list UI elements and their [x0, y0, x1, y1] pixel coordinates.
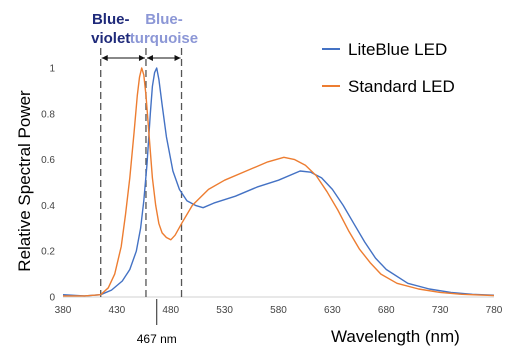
x-tick-label: 580: [270, 305, 287, 316]
band-label-line2: violet: [91, 30, 130, 47]
band-label-line1: Blue-: [145, 11, 183, 28]
x-tick-label: 630: [324, 305, 341, 316]
y-tick-label: 0.4: [41, 201, 55, 212]
band-arrowhead-left: [101, 55, 108, 61]
y-tick-label: 0.2: [41, 247, 55, 258]
series-layer: [62, 67, 495, 297]
y-axis-ticks: 0 0.2 0.4 0.6 0.8 1: [41, 64, 55, 304]
x-tick-label: 730: [432, 305, 449, 316]
band-label-line2: turquoise: [130, 30, 198, 47]
band-arrowhead-right: [174, 55, 181, 61]
band-arrowhead-left: [146, 55, 153, 61]
legend-label-liteblue: LiteBlue LED: [348, 40, 447, 59]
marker-annotation: 467 nm: [137, 299, 177, 346]
series-line-liteblue: [62, 67, 495, 297]
x-tick-label: 430: [109, 305, 126, 316]
x-axis-label: Wavelength (nm): [331, 327, 460, 346]
x-tick-label: 680: [378, 305, 395, 316]
y-axis-label: Relative Spectral Power: [15, 90, 34, 272]
x-axis-ticks: 380 430 480 530 580 630 680 730 780: [55, 305, 503, 316]
band-annotations: Blue-violet Blue-turquoise: [91, 11, 198, 297]
y-tick-label: 0.6: [41, 155, 55, 166]
x-tick-label: 480: [162, 305, 179, 316]
band-label-line1: Blue-: [92, 11, 130, 28]
legend-label-standard: Standard LED: [348, 77, 455, 96]
x-tick-label: 380: [55, 305, 72, 316]
y-tick-label: 0: [49, 293, 55, 304]
band-arrowhead-right: [138, 55, 145, 61]
x-tick-label: 530: [216, 305, 233, 316]
x-tick-label: 780: [486, 305, 503, 316]
series-line-standard: [63, 67, 495, 297]
y-tick-label: 1: [49, 64, 55, 75]
legend: LiteBlue LED Standard LED: [322, 40, 455, 96]
y-tick-label: 0.8: [41, 109, 55, 120]
marker-label: 467 nm: [137, 332, 177, 346]
